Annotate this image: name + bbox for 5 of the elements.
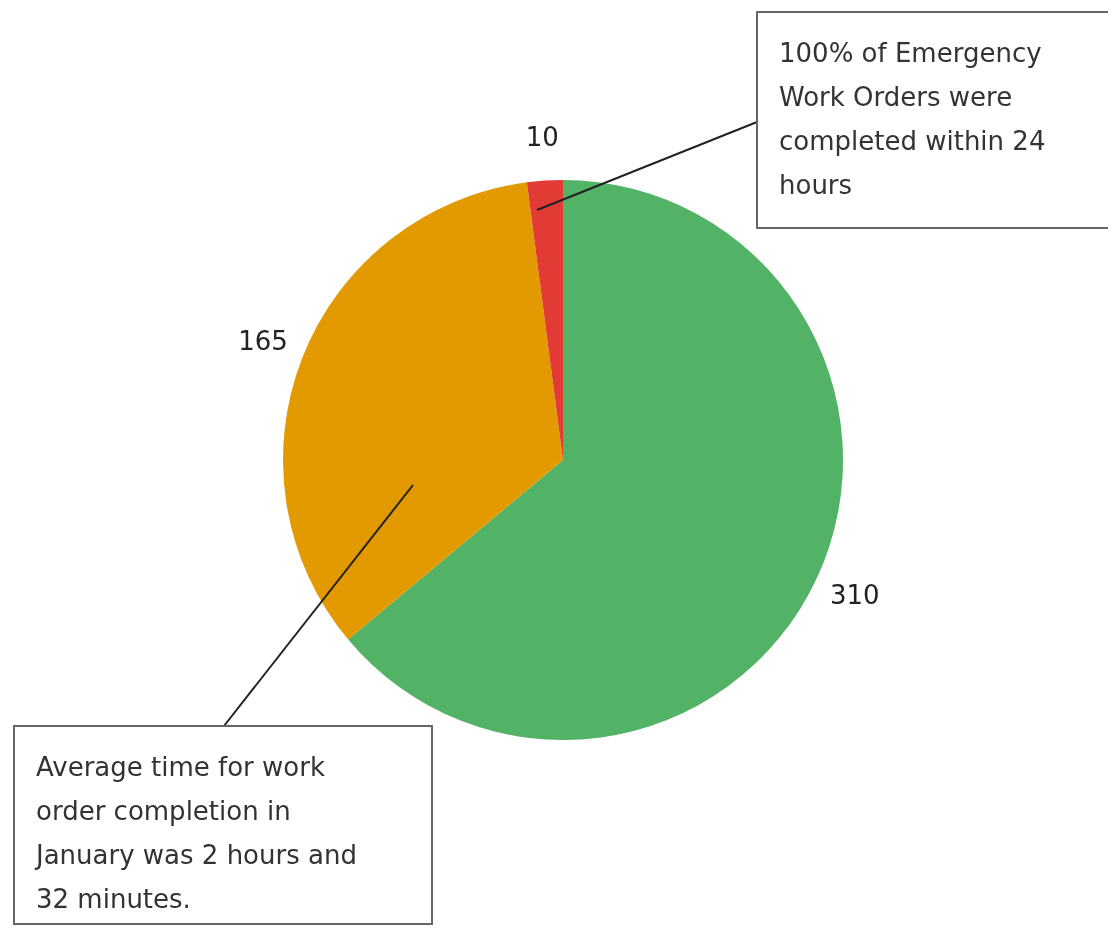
- data-label: 310: [829, 579, 880, 610]
- text: 100% of Emergency Work Orders were completed within 24 hours: [779, 38, 1046, 200]
- data-label: 10: [525, 122, 559, 153]
- text: Average time for work order completion in January was 2 hours and 32 minutes.: [34, 752, 357, 914]
- data-label: 165: [238, 326, 288, 357]
